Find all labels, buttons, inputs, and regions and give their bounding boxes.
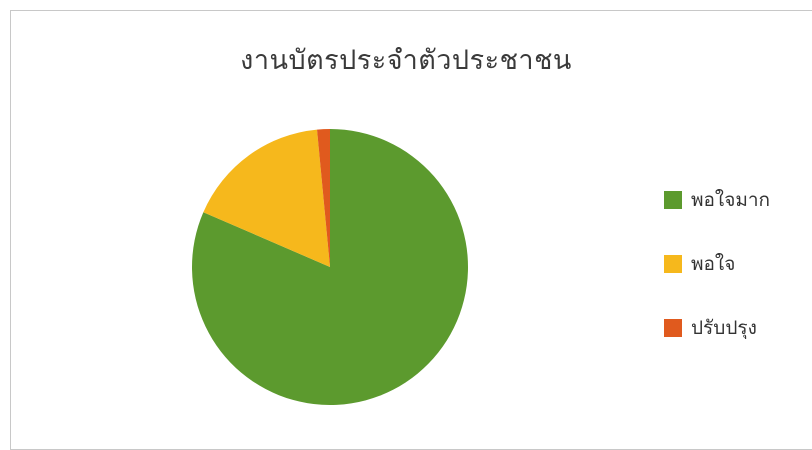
legend-swatch-very-satisfied <box>664 191 682 209</box>
legend-label-improve: ปรับปรุง <box>691 317 757 339</box>
legend-item-very-satisfied: พอใจมาก <box>664 185 770 215</box>
legend-label-satisfied: พอใจ <box>691 253 736 275</box>
pie-slice-very-satisfied <box>192 129 469 406</box>
chart-title: งานบัตรประจำตัวประชาชน <box>240 45 572 76</box>
legend-swatch-improve <box>664 319 682 337</box>
pie-slice-satisfied <box>203 129 330 267</box>
chart-legend: พอใจมาก พอใจ ปรับปรุง <box>664 185 770 377</box>
legend-item-satisfied: พอใจ <box>664 249 770 279</box>
legend-item-improve: ปรับปรุง <box>664 313 770 343</box>
legend-label-very-satisfied: พอใจมาก <box>691 189 771 211</box>
pie-slice-improve <box>317 129 330 267</box>
pie-chart <box>192 129 469 406</box>
legend-swatch-satisfied <box>664 255 682 273</box>
